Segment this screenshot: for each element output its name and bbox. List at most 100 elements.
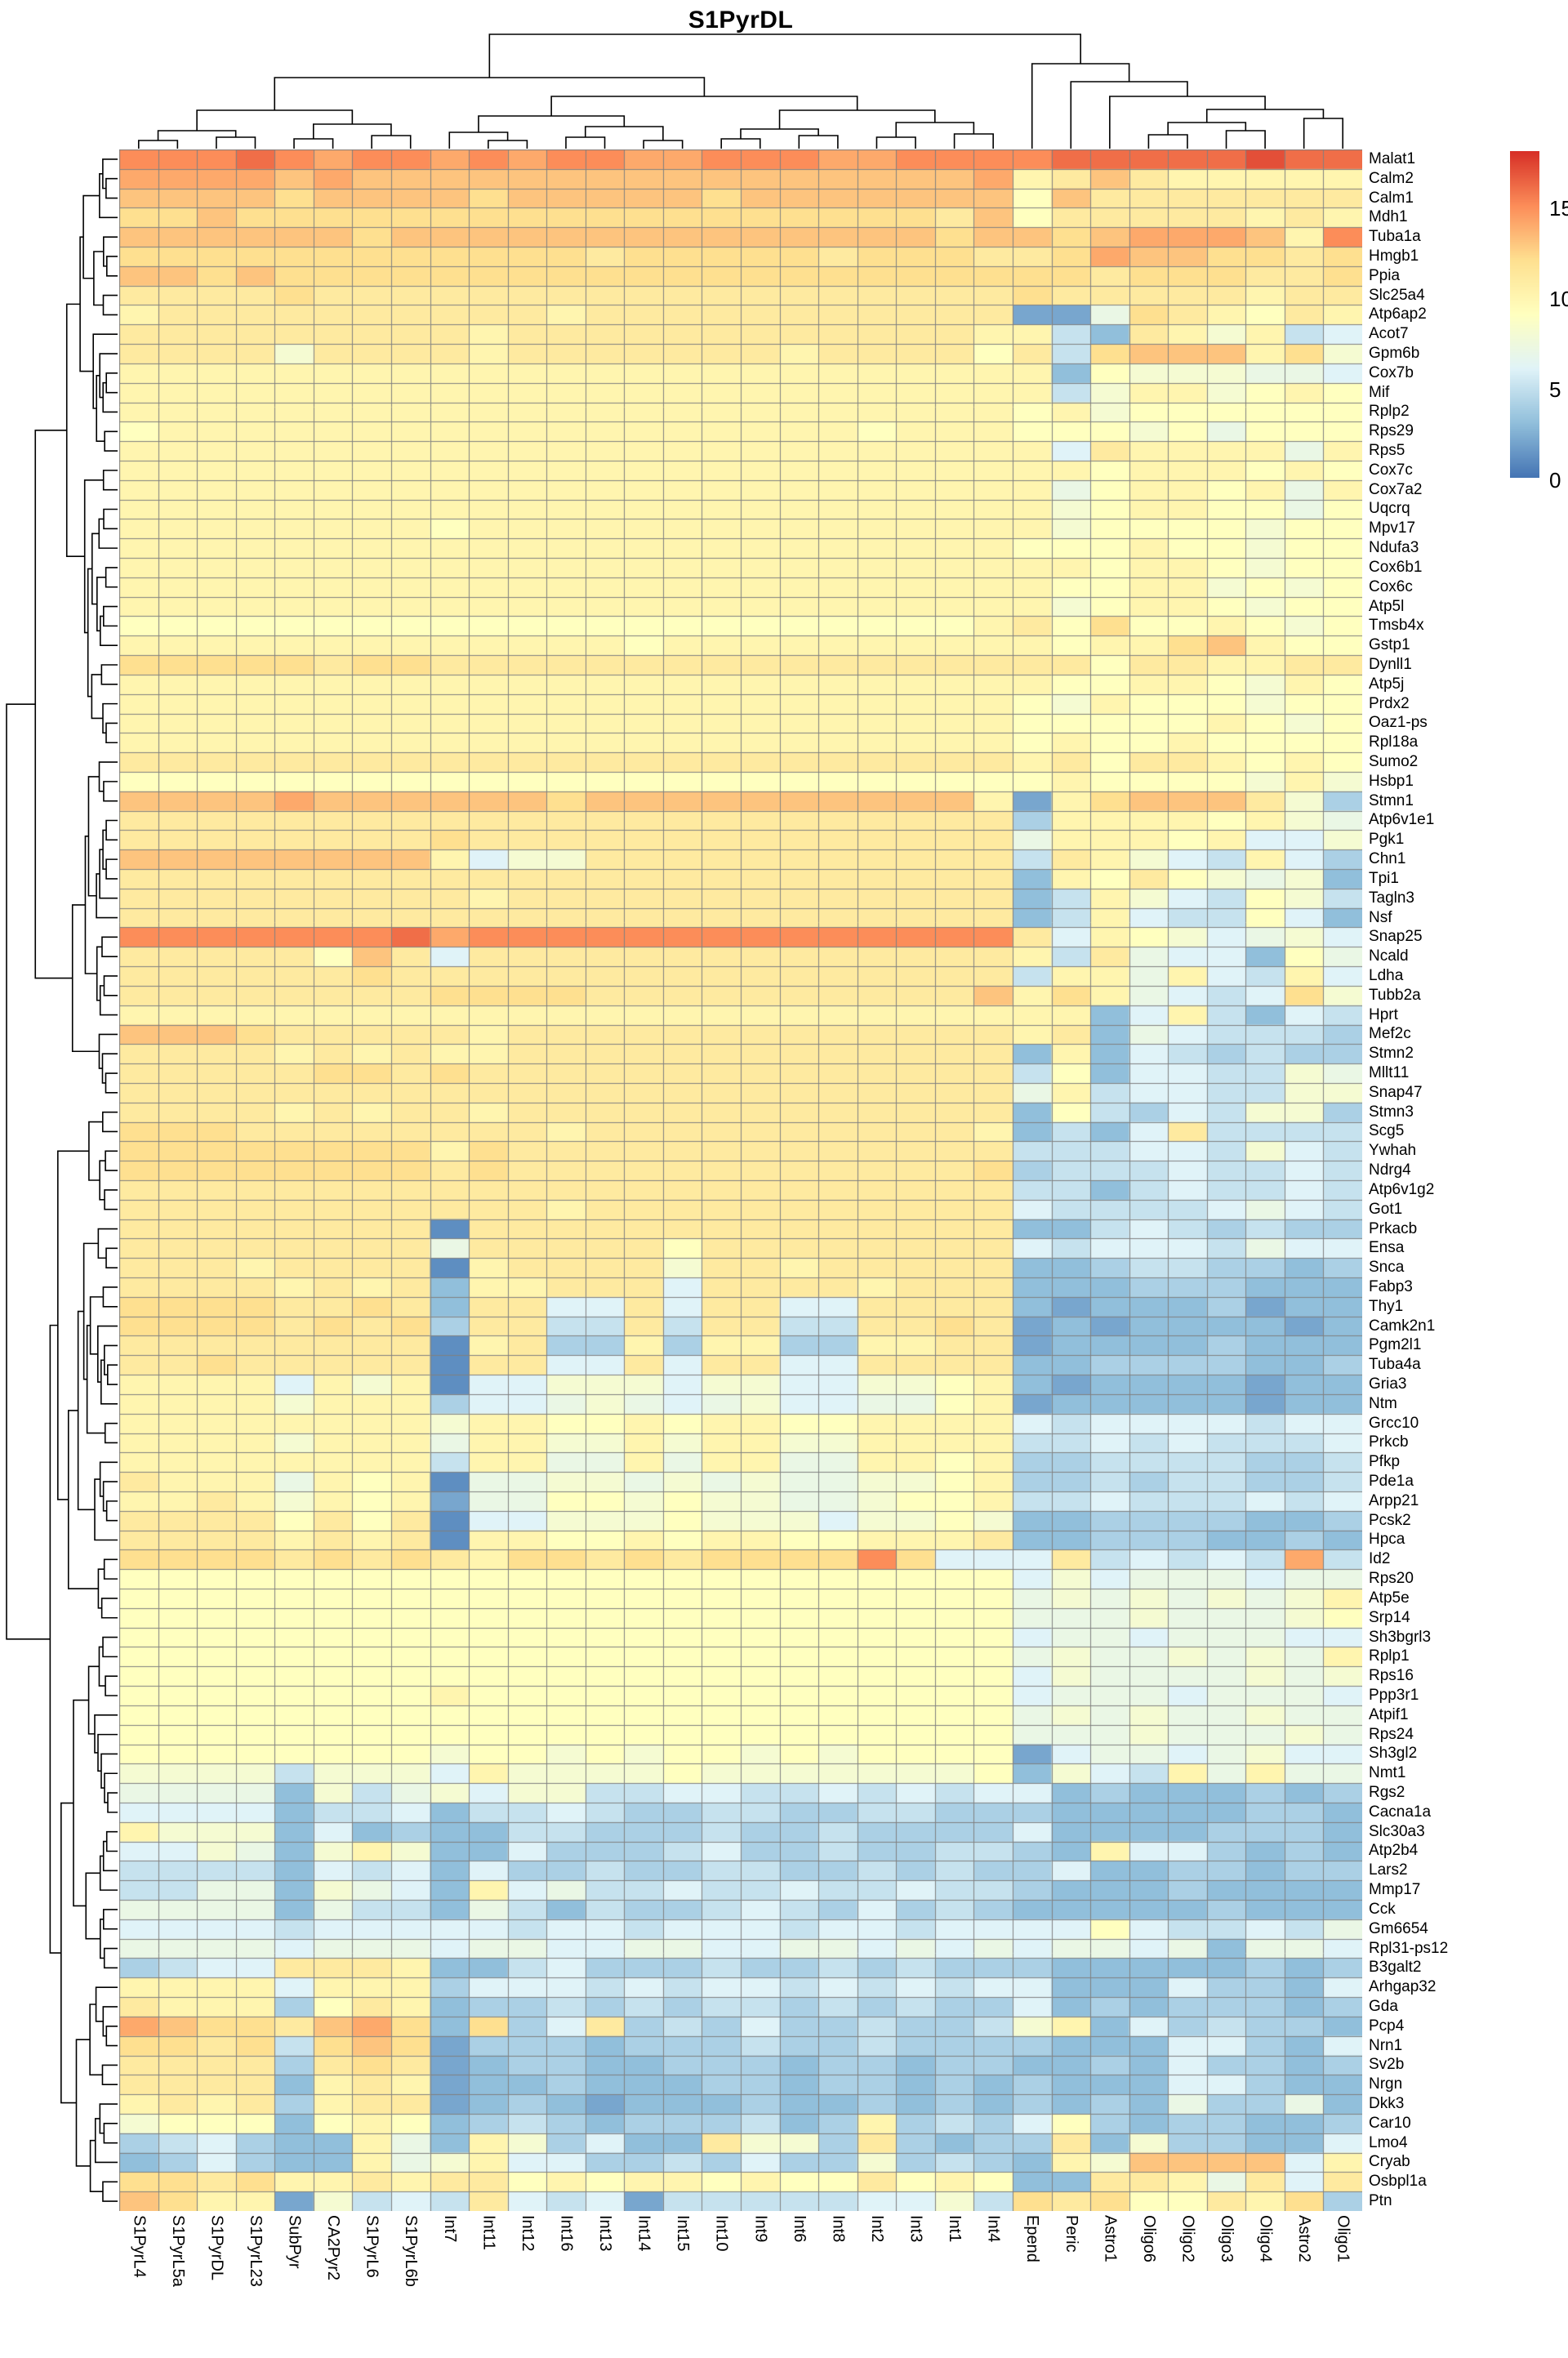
color-scale-tick: 10 (1549, 286, 1568, 311)
row-label: Mmp17 (1369, 1881, 1421, 1899)
column-label: Int2 (867, 2215, 886, 2243)
column-label: S1PyrL23 (246, 2215, 265, 2287)
row-label: Ppp3r1 (1369, 1686, 1419, 1704)
row-dendrogram (6, 158, 118, 2202)
column-dendrogram (137, 33, 1344, 149)
row-label: Tpi1 (1369, 869, 1399, 887)
row-label: Cox6b1 (1369, 558, 1423, 576)
row-label: Calm1 (1369, 189, 1414, 207)
row-label: Rpl18a (1369, 733, 1419, 751)
row-label: Pde1a (1369, 1473, 1414, 1491)
row-label: Gpm6b (1369, 345, 1420, 362)
column-label: Int16 (557, 2215, 576, 2252)
row-label: Gria3 (1369, 1375, 1407, 1393)
column-label: Epend (1023, 2215, 1042, 2262)
row-label: Ntm (1369, 1394, 1397, 1412)
column-label: S1PyrL6 (363, 2215, 381, 2278)
column-label: Oligo1 (1334, 2215, 1352, 2262)
figure-title: S1PyrDL (688, 7, 794, 33)
row-label: Ensa (1369, 1239, 1405, 1257)
row-label: Lars2 (1369, 1861, 1408, 1879)
row-label: Mllt11 (1369, 1064, 1410, 1082)
row-label: Stmn3 (1369, 1103, 1414, 1121)
column-label: Int6 (790, 2215, 808, 2243)
row-label: Rps29 (1369, 422, 1414, 440)
column-label: Int9 (751, 2215, 770, 2243)
row-label: Atp6v1e1 (1369, 811, 1435, 829)
row-label: Rplp1 (1369, 1647, 1410, 1665)
row-label: Rplp2 (1369, 403, 1410, 421)
row-label: Prkacb (1369, 1219, 1418, 1237)
color-scale-tick: 5 (1549, 377, 1561, 402)
column-label: Int10 (712, 2215, 731, 2252)
row-label: Cck (1369, 1900, 1396, 1918)
column-label: Oligo6 (1139, 2215, 1158, 2262)
column-label: Int11 (479, 2215, 498, 2250)
row-label: Sh3gl2 (1369, 1745, 1418, 1763)
column-label: S1PyrL4 (130, 2215, 149, 2278)
row-label: Atpif1 (1369, 1705, 1409, 1723)
row-label: Rps16 (1369, 1667, 1414, 1685)
column-label: Int8 (829, 2215, 848, 2243)
column-label: Int12 (518, 2215, 537, 2252)
row-label: Camk2n1 (1369, 1317, 1436, 1335)
column-label: CA2Pyr2 (324, 2215, 343, 2281)
column-label: Peric (1062, 2215, 1080, 2253)
row-label: Pfkp (1369, 1453, 1401, 1471)
row-label: Sumo2 (1369, 753, 1419, 771)
row-label: Arpp21 (1369, 1491, 1419, 1509)
column-label: Int13 (596, 2215, 615, 2252)
row-label: Car10 (1369, 2114, 1411, 2132)
row-label: Atp5e (1369, 1589, 1410, 1607)
row-label: Ppia (1369, 266, 1401, 284)
row-label: Pgk1 (1369, 831, 1405, 849)
row-label: Acot7 (1369, 325, 1409, 343)
row-label: Rps20 (1369, 1570, 1414, 1588)
row-label: Pcp4 (1369, 2017, 1405, 2035)
column-label: Oligo4 (1256, 2215, 1275, 2262)
row-label: Hmgb1 (1369, 247, 1419, 265)
column-label: Int1 (946, 2215, 964, 2243)
row-label: Nrgn (1369, 2075, 1403, 2093)
row-label: Got1 (1369, 1200, 1403, 1218)
row-label: Cox6c (1369, 577, 1413, 595)
column-label: S1PyrL5a (168, 2215, 187, 2287)
column-label: Int14 (635, 2215, 653, 2252)
row-label: Dynll1 (1369, 655, 1412, 673)
column-label: Int7 (440, 2215, 459, 2243)
row-label: Sv2b (1369, 2056, 1405, 2074)
column-label: Oligo3 (1218, 2215, 1236, 2262)
row-label: Slc25a4 (1369, 286, 1425, 304)
row-label: Scg5 (1369, 1122, 1405, 1140)
row-label: Tmsb4x (1369, 617, 1424, 635)
column-label: Int15 (674, 2215, 693, 2252)
row-label: Gda (1369, 1997, 1398, 2015)
row-label: Tubb2a (1369, 986, 1421, 1004)
row-label: Snca (1369, 1259, 1405, 1277)
row-label: Cryab (1369, 2153, 1410, 2171)
column-label: S1PyrDL (207, 2215, 226, 2281)
row-label: Rps5 (1369, 442, 1405, 460)
row-label: Oaz1-ps (1369, 714, 1428, 732)
row-label: Pcsk2 (1369, 1511, 1411, 1529)
row-label: Rps24 (1369, 1725, 1414, 1743)
row-label: Tuba4a (1369, 1356, 1421, 1374)
row-label: Arhgap32 (1369, 1978, 1437, 1996)
row-label: Fabp3 (1369, 1277, 1413, 1295)
row-label: Atp2b4 (1369, 1842, 1419, 1860)
row-label: Tuba1a (1369, 228, 1421, 246)
row-label: Srp14 (1369, 1608, 1410, 1626)
row-label: Atp5j (1369, 675, 1405, 693)
row-label: Cox7c (1369, 461, 1413, 479)
row-label: Ldha (1369, 966, 1404, 984)
column-label: Oligo2 (1178, 2215, 1197, 2262)
row-label: Dkk3 (1369, 2095, 1405, 2113)
row-label: Hsbp1 (1369, 772, 1414, 790)
row-label: Stmn1 (1369, 791, 1414, 809)
row-label: Mif (1369, 383, 1390, 401)
row-label: Rgs2 (1369, 1784, 1405, 1802)
column-label: Astro2 (1295, 2215, 1314, 2262)
row-label: Prdx2 (1369, 694, 1410, 712)
row-label: Malat1 (1369, 149, 1416, 167)
